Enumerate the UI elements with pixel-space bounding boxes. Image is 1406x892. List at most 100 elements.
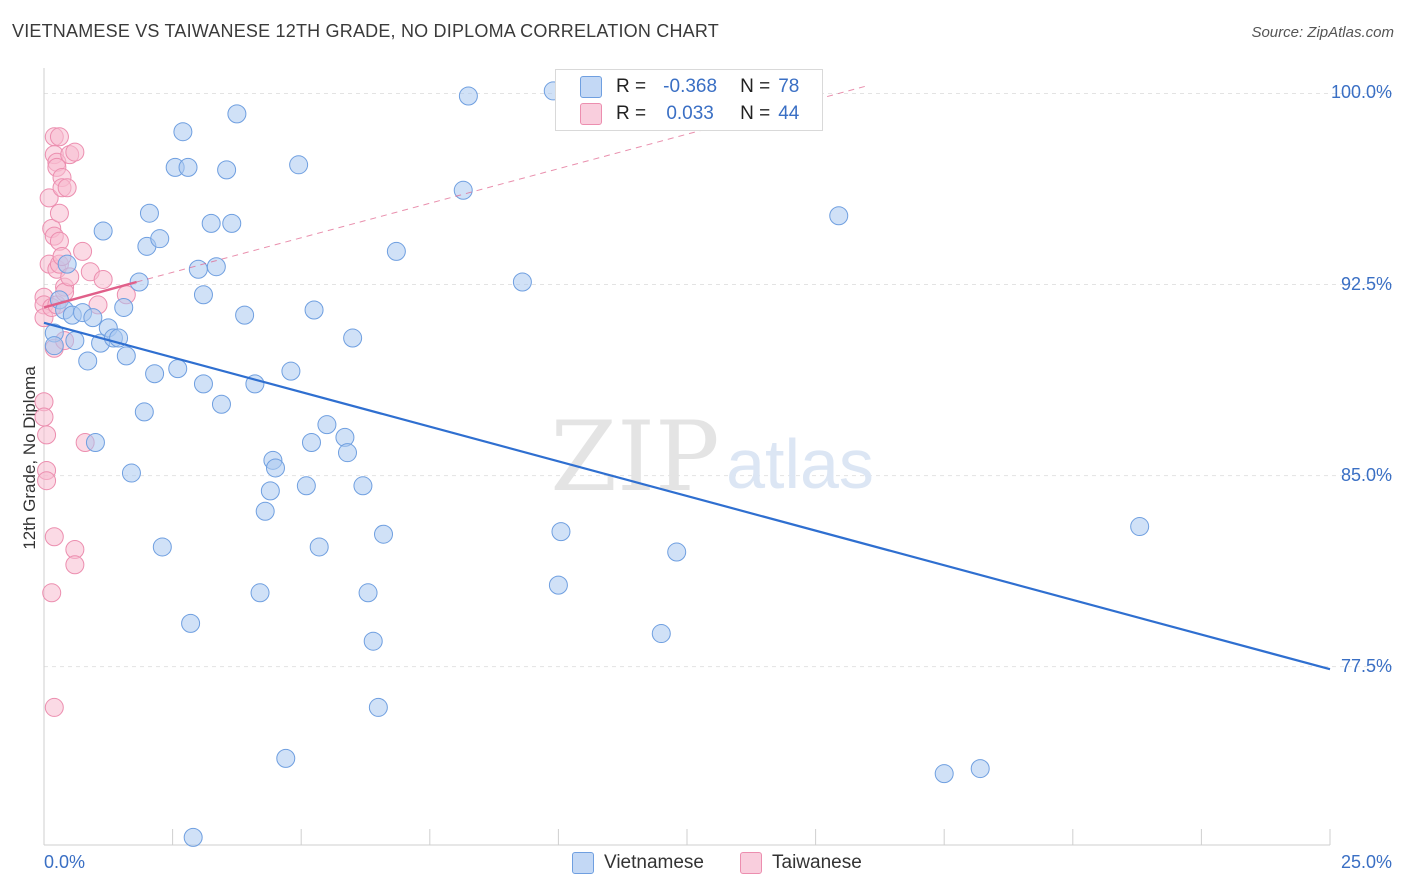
taiwanese-point	[37, 471, 57, 491]
stats-legend: R = -0.368 N = 78 R = 0.033 N = 44	[555, 69, 823, 131]
vietnamese-point	[970, 759, 990, 779]
vietnamese-point	[276, 748, 296, 768]
vietnamese-point	[134, 402, 154, 422]
vietnamese-point	[934, 764, 954, 784]
vietnamese-point	[65, 331, 85, 351]
legend-row-taiwanese: R = 0.033 N = 44	[580, 101, 799, 127]
vietnamese-point	[281, 361, 301, 381]
vietnamese-point	[217, 160, 237, 180]
vietnamese-point	[651, 624, 671, 644]
watermark-atlas: atlas	[726, 425, 874, 503]
legend-swatch-pink	[580, 103, 602, 125]
vietnamese-point	[1130, 517, 1150, 537]
gridlines	[44, 92, 1392, 668]
vietnamese-point	[551, 522, 571, 542]
vietnamese-trendline	[43, 321, 1331, 671]
vietnamese-point	[222, 213, 242, 233]
taiwanese-points	[34, 127, 136, 717]
vietnamese-point	[183, 827, 203, 847]
legend-r-label: R =	[616, 103, 647, 124]
taiwanese-point	[65, 142, 85, 162]
y-tick-label: 77.5%	[1340, 655, 1392, 676]
vietnamese-point	[317, 415, 337, 435]
taiwanese-trendline	[43, 280, 137, 309]
taiwanese-point	[39, 188, 59, 208]
legend-row-vietnamese: R = -0.368 N = 78	[580, 74, 799, 100]
vietnamese-point	[150, 229, 170, 249]
taiwanese-point	[44, 527, 64, 547]
bottom-legend-swatch-pink	[740, 852, 762, 874]
legend-r-value: 0.033	[666, 103, 714, 124]
legend-r-value: -0.368	[663, 76, 718, 97]
vietnamese-point	[57, 254, 77, 274]
vietnamese-points	[44, 81, 1150, 847]
vietnamese-point	[289, 155, 309, 175]
taiwanese-point	[34, 407, 54, 427]
bottom-legend-label-vietnamese: Vietnamese	[604, 852, 704, 873]
vietnamese-point	[178, 157, 198, 177]
vietnamese-point	[235, 305, 255, 325]
vietnamese-point	[44, 336, 64, 356]
vietnamese-point	[152, 537, 172, 557]
vietnamese-point	[145, 364, 165, 384]
vietnamese-point	[114, 297, 134, 317]
vietnamese-point	[512, 272, 532, 292]
vietnamese-point	[181, 613, 201, 633]
bottom-legend-swatch-blue	[572, 852, 594, 874]
vietnamese-point	[548, 575, 568, 595]
vietnamese-point	[453, 180, 473, 200]
vietnamese-point	[129, 272, 149, 292]
taiwanese-point	[93, 269, 113, 289]
legend-n-value: 44	[778, 103, 800, 124]
legend-n-label: N =	[740, 103, 771, 124]
bottom-legend-taiwanese: Taiwanese	[740, 852, 862, 874]
y-tick-label: 85.0%	[1340, 464, 1392, 485]
chart-title: VIETNAMESE VS TAIWANESE 12TH GRADE, NO D…	[12, 21, 719, 41]
vietnamese-point	[93, 221, 113, 241]
vietnamese-point	[458, 86, 478, 106]
x-tick-min: 0.0%	[44, 852, 86, 872]
vietnamese-point	[353, 476, 373, 496]
vietnamese-point	[265, 458, 285, 478]
taiwanese-point	[44, 697, 64, 717]
taiwanese-point	[73, 241, 93, 261]
legend-r-label: R =	[616, 76, 647, 97]
legend-swatch-blue	[580, 76, 602, 98]
source-label: Source: ZipAtlas.com	[1251, 24, 1394, 41]
taiwanese-point	[57, 178, 77, 198]
taiwanese-point	[42, 583, 62, 603]
axes	[43, 68, 1331, 846]
vietnamese-point	[211, 394, 231, 414]
vietnamese-point	[116, 346, 136, 366]
vietnamese-point	[296, 476, 316, 496]
vietnamese-point	[337, 443, 357, 463]
vietnamese-point	[304, 300, 324, 320]
vietnamese-point	[168, 359, 188, 379]
legend-n-label: N =	[740, 76, 771, 97]
vietnamese-point	[368, 697, 388, 717]
vietnamese-point	[386, 241, 406, 261]
taiwanese-point	[49, 203, 69, 223]
vietnamese-point	[309, 537, 329, 557]
taiwanese-point	[49, 127, 69, 147]
vietnamese-point	[85, 432, 105, 452]
legend-n-value: 78	[778, 76, 800, 97]
vietnamese-point	[193, 374, 213, 394]
vietnamese-point	[363, 631, 383, 651]
vietnamese-point	[358, 583, 378, 603]
vietnamese-point	[250, 583, 270, 603]
bottom-legend-vietnamese: Vietnamese	[572, 852, 704, 874]
vietnamese-point	[121, 463, 141, 483]
taiwanese-point	[37, 425, 57, 445]
vietnamese-point	[667, 542, 687, 562]
vietnamese-point	[227, 104, 247, 124]
vietnamese-point	[343, 328, 363, 348]
vietnamese-point	[301, 432, 321, 452]
bottom-legend-label-taiwanese: Taiwanese	[772, 852, 862, 873]
vietnamese-point	[83, 308, 103, 328]
vietnamese-point	[260, 481, 280, 501]
vietnamese-point	[78, 351, 98, 371]
vietnamese-point	[374, 524, 394, 544]
watermark-zip: ZIP	[550, 401, 719, 513]
